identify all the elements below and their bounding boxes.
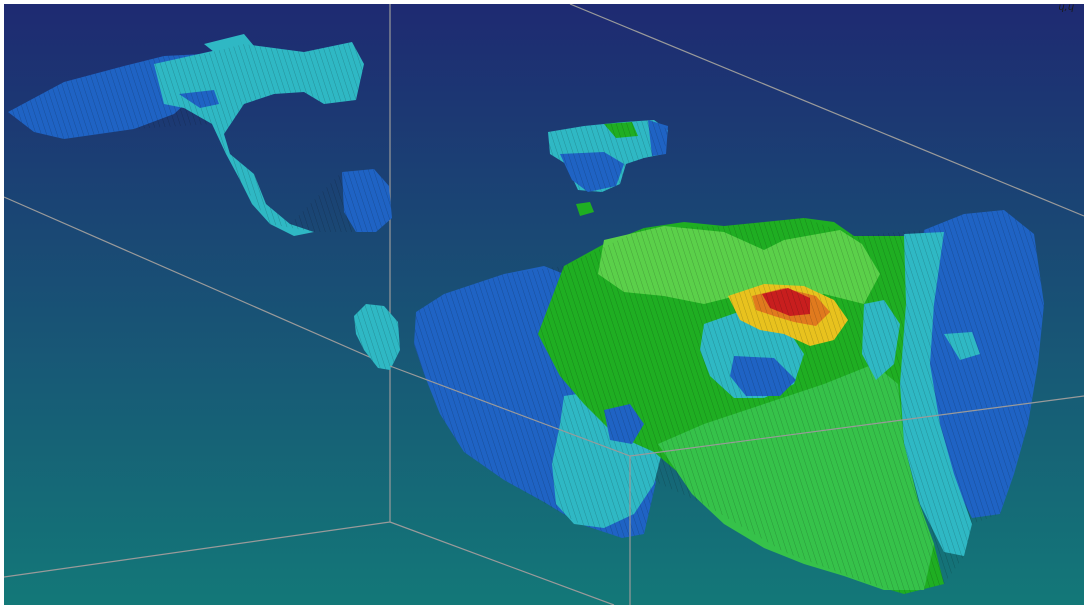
corner-readout: ɥ,ɥ [1058,4,1074,13]
bounding-box-front [389,365,1084,605]
volume-render-scene[interactable] [4,4,1084,605]
3d-viewport[interactable]: ɥ,ɥ [4,4,1084,605]
bounding-box-back [4,4,1084,605]
